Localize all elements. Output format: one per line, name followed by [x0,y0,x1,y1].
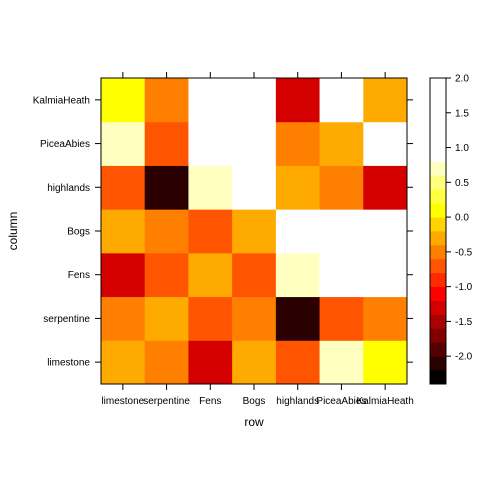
heatmap-cell-KalmiaHeath-Fens [363,252,408,298]
heatmap-cell-highlands-KalmiaHeath [275,78,321,123]
heatmap-cell-PiceaAbies-serpentine [319,296,364,341]
heatmap-cell-KalmiaHeath-Bogs [363,209,408,254]
heatmap-cell-limestone-Fens [101,252,146,298]
y-tick-label: Fens [68,270,90,281]
heatmap-cell-PiceaAbies-highlands [319,165,364,210]
colorbar-segment [430,342,446,357]
heatmap-cell-limestone-PiceaAbies [101,121,146,166]
colorbar-segment [430,328,446,343]
y-tick-label: limestone [47,358,90,369]
x-tick-label: serpentine [143,396,190,407]
heatmap-cell-Bogs-PiceaAbies [232,121,277,166]
colorbar-tick-label: 1.5 [455,108,469,119]
colorbar-segment [430,244,446,260]
heatmap-cell-KalmiaHeath-PiceaAbies [363,121,408,166]
heatmap-cell-limestone-Bogs [101,209,146,254]
colorbar-tick-label: -1.0 [455,282,473,293]
heatmap-cell-highlands-Bogs [275,209,321,254]
colorbar-tick-label: 2.0 [455,74,469,85]
colorbar [429,77,447,385]
heatmap-cell-KalmiaHeath-limestone [363,340,408,385]
heatmap-cell-highlands-Fens [275,252,321,298]
heatmap-cell-serpentine-serpentine [144,296,189,341]
y-tick-label: serpentine [43,314,90,325]
heatmap-cell-Fens-PiceaAbies [188,121,233,166]
heatmap-cells [101,78,408,385]
heatmap-cell-serpentine-PiceaAbies [144,121,189,166]
heatmap-cell-highlands-limestone [275,340,321,385]
colorbar-segment [430,231,446,246]
colorbar-segment [430,189,446,204]
heatmap-cell-Bogs-Fens [232,252,277,298]
colorbar-tick-label: -2.0 [455,352,473,363]
heatmap-cell-Fens-serpentine [188,296,233,341]
x-tick-label: Bogs [243,396,266,407]
heatmap-cell-Fens-highlands [188,165,233,210]
heatmap-cell-highlands-serpentine [275,296,321,341]
heatmap-cell-Bogs-serpentine [232,296,277,341]
colorbar-segment [430,286,446,301]
heatmap-cell-serpentine-Bogs [144,209,189,254]
heatmap-cell-Bogs-limestone [232,340,277,385]
heatmap-cell-Bogs-KalmiaHeath [232,78,277,123]
colorbar-segment [430,370,446,385]
x-tick-label: limestone [101,396,144,407]
y-tick-label: Bogs [67,227,90,238]
y-tick-label: highlands [47,183,90,194]
heatmap-cell-KalmiaHeath-serpentine [363,296,408,341]
colorbar-segment [430,272,446,288]
heatmap-cell-KalmiaHeath-highlands [363,165,408,210]
heatmap-cell-limestone-highlands [101,165,146,210]
y-tick-label: PiceaAbies [40,139,90,150]
heatmap-cell-PiceaAbies-KalmiaHeath [319,78,364,123]
colorbar-segment [430,175,446,190]
colorbar-segment [430,217,446,232]
heatmap-cell-KalmiaHeath-KalmiaHeath [363,78,408,123]
y-axis-ticks: limestone serpentine Fens Bogs highlands Pice… [33,95,413,369]
colorbar-frame [429,77,447,385]
colorbar-segment [430,147,446,162]
colorbar-segment [430,203,446,218]
heatmap-cell-PiceaAbies-limestone [319,340,364,385]
heatmap-cell-serpentine-KalmiaHeath [144,78,189,123]
heatmap-cell-Fens-Fens [188,252,233,298]
y-axis-title: column [6,212,20,251]
colorbar-ticks: -2.0 -1.5 -1.0 -0.5 0.0 0.5 1.0 1.5 2.0 [446,74,473,363]
colorbar-tick-label: 0.5 [455,178,469,189]
colorbar-tick-label: 1.0 [455,143,469,154]
heatmap-cell-serpentine-Fens [144,252,189,298]
colorbar-segment [430,314,446,329]
heatmap-cell-serpentine-highlands [144,165,189,210]
heatmap-cell-PiceaAbies-Bogs [319,209,364,254]
heatmap-cell-PiceaAbies-Fens [319,252,364,298]
colorbar-tick-label: -1.5 [455,317,473,328]
heatmap-cell-limestone-limestone [101,340,146,385]
heatmap-cell-Fens-limestone [188,340,233,385]
colorbar-segment [430,300,446,315]
x-tick-label: highlands [276,396,319,407]
heatmap-cell-limestone-serpentine [101,296,146,341]
heatmap-cell-highlands-PiceaAbies [275,121,321,166]
x-tick-label: Fens [199,396,221,407]
heatmap-cell-limestone-KalmiaHeath [101,78,146,123]
heatmap-cell-Fens-Bogs [188,209,233,254]
heatmap-cell-highlands-highlands [275,165,321,210]
heatmap-cell-serpentine-limestone [144,340,189,385]
x-tick-label: KalmiaHeath [357,396,414,407]
colorbar-segment [430,161,446,176]
colorbar-tick-label: -0.5 [455,247,473,258]
colorbar-tick-label: 0.0 [455,213,469,224]
heatmap-cell-Bogs-highlands [232,165,277,210]
colorbar-segment [430,258,446,274]
y-tick-label: KalmiaHeath [33,95,90,106]
colorbar-segment [430,356,446,371]
x-tick-label: PiceaAbies [316,396,366,407]
heatmap-cell-PiceaAbies-PiceaAbies [319,121,364,166]
heatmap-cell-Fens-KalmiaHeath [188,78,233,123]
x-axis-title: row [244,415,264,429]
heatmap-cell-Bogs-Bogs [232,209,277,254]
